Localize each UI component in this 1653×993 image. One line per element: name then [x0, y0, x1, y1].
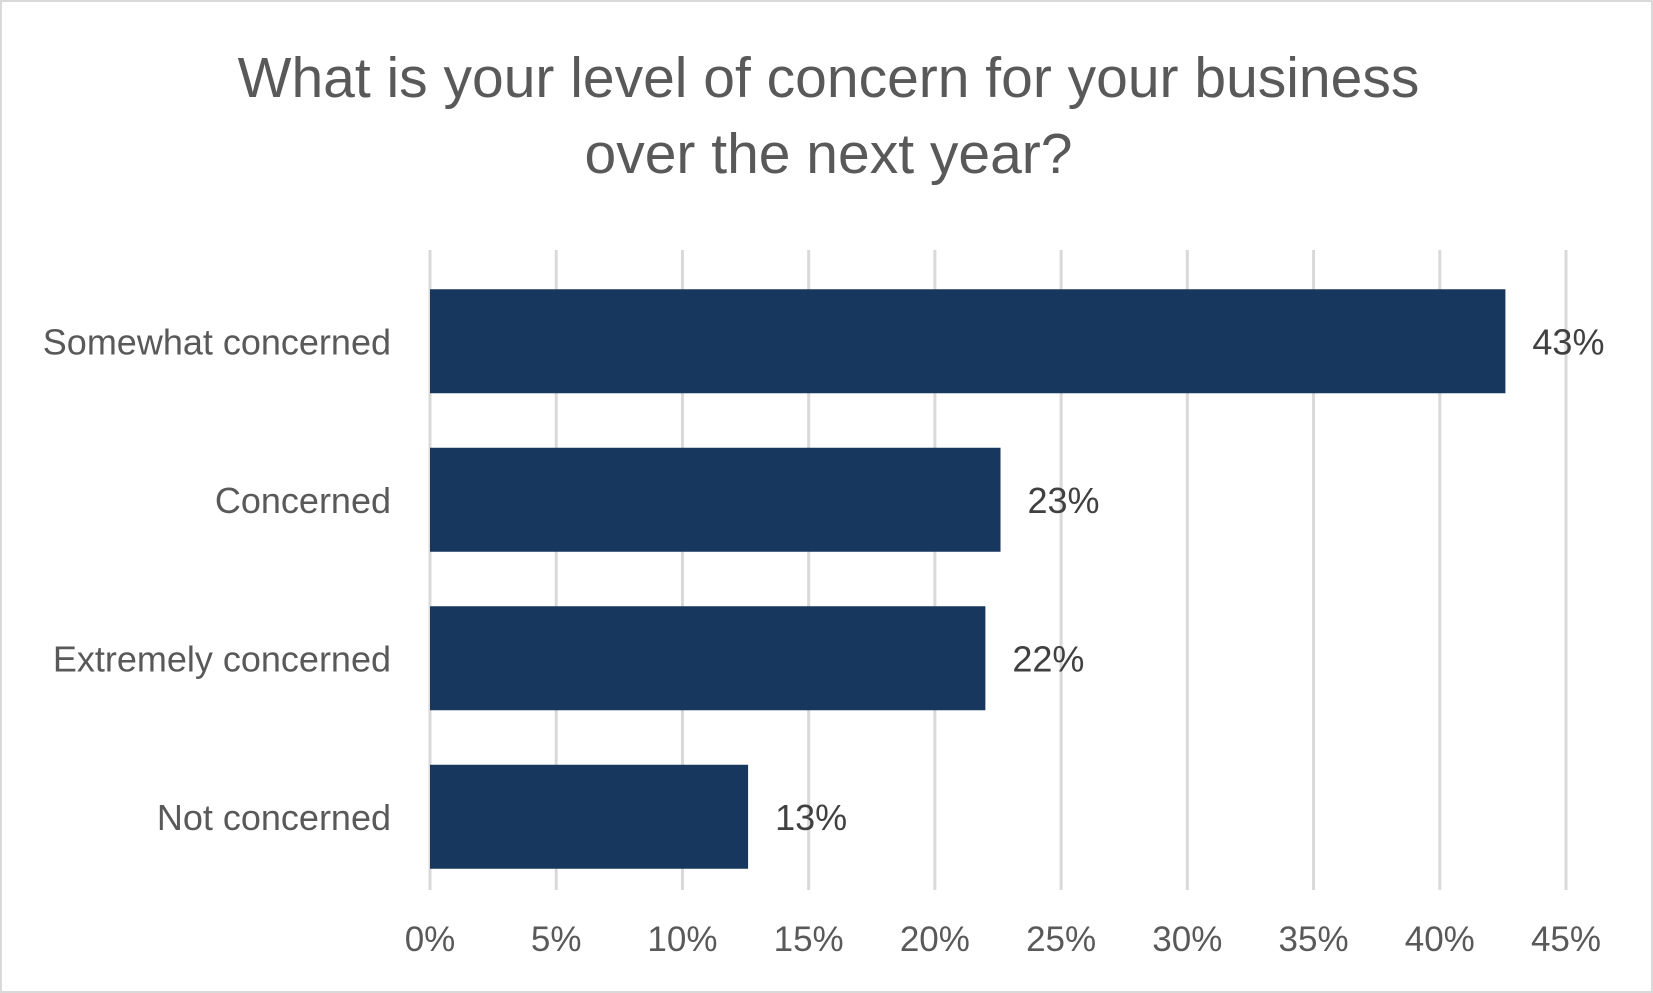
category-label-not-concerned: Not concerned: [157, 797, 391, 838]
data-label-not-concerned: 13%: [775, 797, 847, 838]
x-axis-tick-labels: 0% 5% 10% 15% 20% 25% 30% 35% 40% 45%: [405, 920, 1601, 959]
x-tick-label-5: 5%: [531, 920, 582, 959]
data-label-concerned: 23%: [1028, 480, 1100, 521]
bar-extremely-concerned: [430, 606, 986, 711]
x-tick-label-40: 40%: [1405, 920, 1475, 959]
chart-title-line-1: What is your level of concern for your b…: [237, 46, 1420, 110]
data-label-extremely-concerned: 22%: [1012, 638, 1084, 679]
category-label-extremely-concerned: Extremely concerned: [53, 638, 391, 679]
x-tick-label-25: 25%: [1026, 920, 1096, 959]
data-labels: 43% 23% 22% 13%: [775, 321, 1604, 838]
bar-concerned: [430, 447, 1001, 552]
bar-somewhat-concerned: [430, 289, 1506, 394]
x-tick-label-30: 30%: [1152, 920, 1222, 959]
x-tick-label-10: 10%: [647, 920, 717, 959]
x-tick-label-20: 20%: [900, 920, 970, 959]
bars: [430, 289, 1506, 869]
x-tick-label-45: 45%: [1531, 920, 1601, 959]
x-tick-label-35: 35%: [1279, 920, 1349, 959]
x-tick-label-15: 15%: [774, 920, 844, 959]
chart-title: What is your level of concern for your b…: [2, 40, 1653, 192]
bar-not-concerned: [430, 764, 749, 869]
category-label-somewhat-concerned: Somewhat concerned: [43, 321, 391, 362]
category-labels: Somewhat concerned Concerned Extremely con…: [43, 321, 391, 838]
chart-title-line-2: over the next year?: [584, 122, 1073, 186]
data-label-somewhat-concerned: 43%: [1532, 321, 1604, 362]
x-tick-label-0: 0%: [405, 920, 456, 959]
category-label-concerned: Concerned: [215, 480, 391, 521]
